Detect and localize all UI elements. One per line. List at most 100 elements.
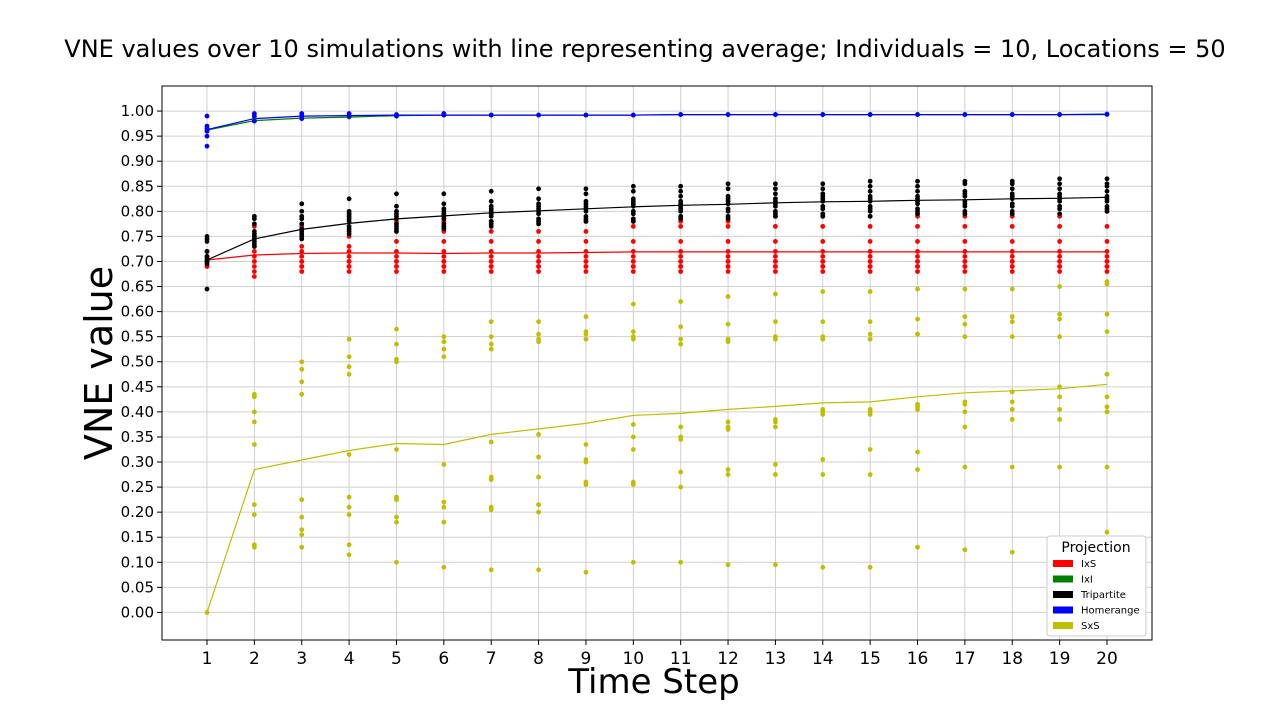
point-tripartite	[583, 191, 589, 197]
point-ixs	[488, 269, 494, 274]
point-ixs	[867, 223, 873, 229]
point-tripartite	[820, 186, 826, 192]
legend: Projection IxS IxI Tripartite Homerange SxS	[1046, 535, 1147, 637]
point-ixs	[962, 223, 968, 229]
point-sxs	[488, 319, 494, 325]
x-axis-label: Time Step	[567, 662, 739, 702]
point-ixs	[630, 223, 636, 229]
point-tripartite	[441, 191, 447, 197]
point-tripartite	[536, 201, 541, 207]
x-tick-label: 1	[202, 649, 213, 669]
point-tripartite	[820, 203, 826, 209]
point-sxs	[867, 319, 873, 325]
point-ixs	[1009, 223, 1015, 229]
point-ixs	[962, 259, 968, 264]
point-sxs	[630, 334, 636, 340]
point-sxs	[1009, 406, 1015, 412]
point-ixs	[394, 239, 399, 244]
point-ixs	[346, 254, 352, 259]
average-line-sxs	[206, 383, 1108, 613]
x-tick-label: 6	[438, 649, 449, 669]
legend-label: IxI	[1081, 575, 1093, 586]
point-ixs	[630, 269, 636, 274]
point-sxs	[962, 321, 968, 327]
point-ixs	[299, 249, 305, 254]
point-sxs	[1104, 394, 1110, 400]
point-sxs	[394, 559, 399, 565]
point-sxs	[1104, 329, 1110, 335]
point-ixs	[678, 254, 684, 259]
point-ixs	[488, 249, 494, 254]
point-homerange	[583, 112, 589, 118]
point-tripartite	[299, 213, 305, 219]
point-sxs	[346, 494, 352, 500]
y-axis-label: VNE value	[77, 266, 121, 460]
point-homerange	[1104, 111, 1110, 117]
x-tick-label: 19	[1049, 649, 1071, 669]
point-sxs	[773, 472, 778, 477]
point-sxs	[299, 359, 305, 365]
point-sxs	[725, 467, 731, 472]
x-tick-label: 4	[344, 649, 355, 669]
y-ticks: 0.00 0.05 0.10 0.15 0.20 0.25 0.30 0.35 0.40 0.45…	[121, 102, 162, 621]
point-ixs	[251, 264, 257, 269]
point-sxs	[773, 462, 778, 467]
point-ixs	[962, 249, 968, 254]
point-tripartite	[962, 188, 968, 194]
y-tick-label: 0.25	[121, 478, 154, 496]
legend-label: Tripartite	[1080, 590, 1126, 601]
point-homerange	[915, 112, 920, 117]
point-sxs	[678, 324, 684, 330]
x-tick-label: 12	[717, 649, 739, 669]
point-ixs	[1104, 254, 1110, 259]
point-homerange	[204, 133, 210, 139]
point-ixs	[1104, 269, 1110, 274]
point-ixs	[725, 223, 731, 229]
point-tripartite	[962, 178, 968, 184]
y-tick-label: 0.80	[121, 202, 154, 220]
y-tick-label: 0.35	[121, 428, 154, 446]
y-tick-label: 0.40	[121, 403, 154, 421]
point-tripartite	[915, 188, 920, 194]
point-ixs	[1057, 249, 1063, 254]
point-tripartite	[725, 193, 731, 199]
point-tripartite	[441, 221, 447, 227]
x-tick-label: 17	[954, 649, 976, 669]
point-sxs	[441, 462, 447, 467]
point-sxs	[915, 331, 920, 337]
point-ixs	[394, 269, 399, 274]
legend-label: Homerange	[1081, 606, 1140, 617]
x-tick-label: 10	[622, 649, 644, 669]
point-ixs	[1009, 269, 1015, 274]
point-tripartite	[725, 186, 731, 192]
y-tick-label: 0.95	[121, 127, 154, 145]
legend-label: IxS	[1081, 559, 1096, 570]
point-sxs	[725, 321, 731, 327]
point-sxs	[488, 439, 494, 445]
y-tick-label: 0.85	[121, 177, 154, 195]
point-tripartite	[725, 181, 731, 187]
point-ixs	[1104, 223, 1110, 229]
point-homerange	[204, 113, 210, 119]
point-tripartite	[394, 208, 399, 214]
point-ixs	[536, 239, 541, 244]
point-sxs	[441, 339, 447, 345]
point-sxs	[394, 356, 399, 362]
point-tripartite	[1009, 178, 1015, 184]
point-sxs	[915, 316, 920, 322]
x-tick-label: 8	[533, 649, 544, 669]
point-ixs	[773, 249, 778, 254]
point-ixs	[488, 264, 494, 269]
point-ixs	[346, 264, 352, 269]
point-tripartite	[346, 223, 352, 229]
point-sxs	[299, 532, 305, 538]
point-sxs	[394, 519, 399, 525]
point-ixs	[583, 269, 589, 274]
point-ixs	[1009, 264, 1015, 269]
point-ixs	[962, 254, 968, 259]
point-sxs	[394, 514, 399, 520]
point-sxs	[488, 474, 494, 480]
point-tripartite	[299, 201, 305, 207]
point-tripartite	[915, 178, 920, 184]
point-ixs	[583, 254, 589, 259]
